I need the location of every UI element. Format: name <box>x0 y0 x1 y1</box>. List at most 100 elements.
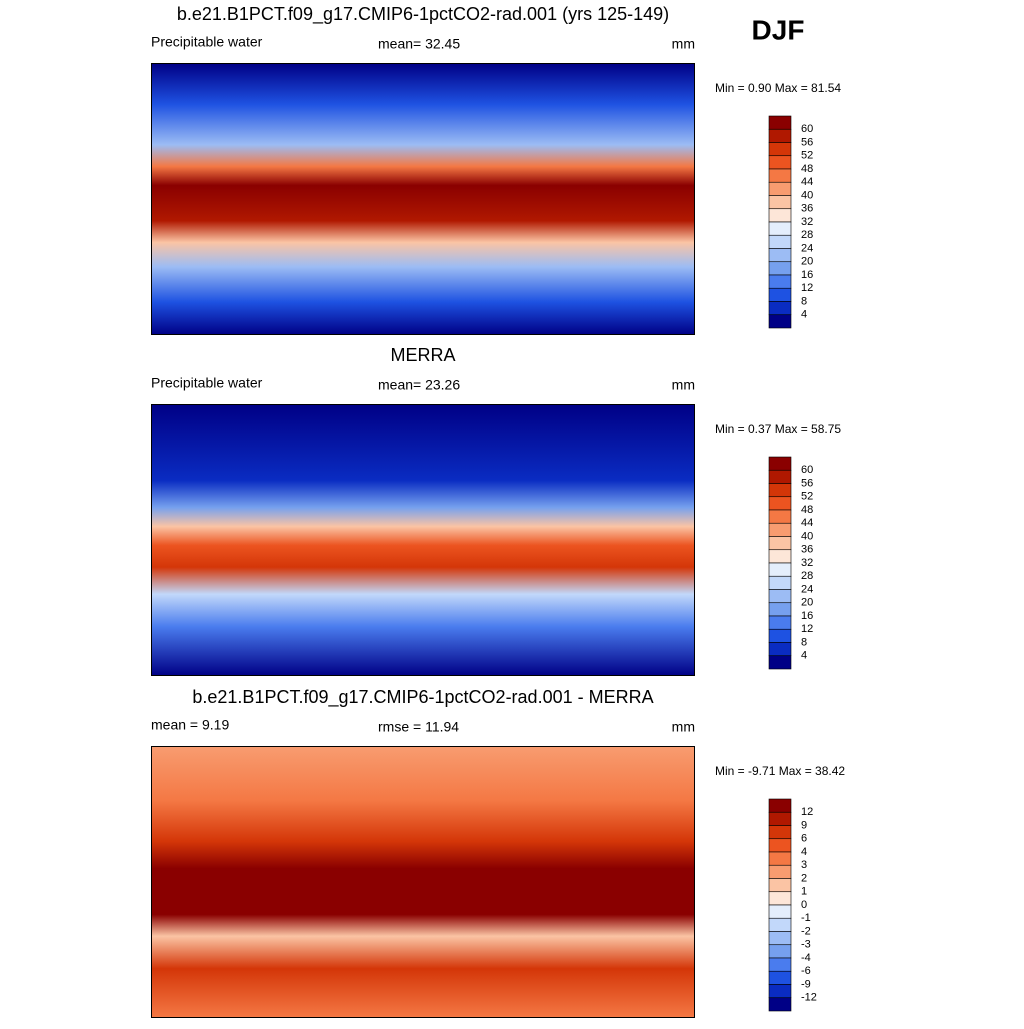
colorbar-box <box>768 811 792 826</box>
colorbar-box <box>768 615 792 630</box>
panel-title: MERRA <box>390 345 455 365</box>
min-max: Min = 0.37 Max = 58.75 <box>715 422 841 436</box>
colorbar-label: 36 <box>801 544 813 556</box>
colorbar-box <box>768 181 792 196</box>
colorbar-label: -4 <box>801 952 811 964</box>
colorbar-box <box>768 970 792 985</box>
colorbar-label: 4 <box>801 309 807 321</box>
colorbar-label: 52 <box>801 150 813 162</box>
colorbar-label: 60 <box>801 464 813 476</box>
colorbar-box <box>768 891 792 906</box>
colorbar-label: 56 <box>801 477 813 489</box>
colorbar-box <box>768 628 792 643</box>
colorbar-label: 20 <box>801 597 813 609</box>
panel-title: b.e21.B1PCT.f09_g17.CMIP6-1pctCO2-rad.00… <box>177 4 669 25</box>
colorbar-label: 44 <box>801 176 813 188</box>
colorbar-label: 0 <box>801 899 807 911</box>
colorbar-box <box>768 957 792 972</box>
colorbar-box <box>768 208 792 223</box>
colorbar-label: -2 <box>801 925 811 937</box>
colorbar-label: 40 <box>801 189 813 201</box>
colorbar-label: 60 <box>801 123 813 135</box>
colorbar-box <box>768 261 792 276</box>
colorbar-box <box>768 878 792 893</box>
colorbar-box <box>768 997 792 1012</box>
colorbar-box <box>768 864 792 879</box>
left-label: mean = 9.19 <box>151 717 229 733</box>
colorbar-box <box>768 195 792 210</box>
figure-label: DJF <box>752 14 805 45</box>
colorbar-box <box>768 944 792 959</box>
panel-title: b.e21.B1PCT.f09_g17.CMIP6-1pctCO2-rad.00… <box>192 687 653 708</box>
colorbar-label: -9 <box>801 978 811 990</box>
colorbar-label: 12 <box>801 806 813 818</box>
colorbar-box <box>768 314 792 329</box>
colorbar-box <box>768 562 792 577</box>
colorbar-box <box>768 115 792 130</box>
colorbar-label: 4 <box>801 846 807 858</box>
right-label: mm <box>672 36 695 52</box>
colorbar-label: 2 <box>801 872 807 884</box>
colorbar-label: 24 <box>801 242 813 254</box>
colorbar-label: 4 <box>801 650 807 662</box>
colorbar-box <box>768 456 792 471</box>
colorbar-label: 16 <box>801 269 813 281</box>
colorbar-box <box>768 917 792 932</box>
colorbar-label: 12 <box>801 282 813 294</box>
colorbar-label: 40 <box>801 530 813 542</box>
right-label: mm <box>672 377 695 393</box>
right-label: mm <box>672 719 695 735</box>
colorbar-box <box>768 221 792 236</box>
colorbar-label: 28 <box>801 229 813 241</box>
min-max: Min = 0.90 Max = 81.54 <box>715 81 841 95</box>
colorbar-label: 32 <box>801 557 813 569</box>
colorbar-box <box>768 589 792 604</box>
colorbar-label: 1 <box>801 886 807 898</box>
colorbar-box <box>768 984 792 999</box>
colorbar-box <box>768 287 792 302</box>
colorbar-label: -12 <box>801 992 817 1004</box>
colorbar-label: 24 <box>801 583 813 595</box>
colorbar-box <box>768 931 792 946</box>
colorbar-box <box>768 274 792 289</box>
colorbar-label: 12 <box>801 623 813 635</box>
colorbar-label: -3 <box>801 939 811 951</box>
colorbar-label: 48 <box>801 163 813 175</box>
colorbar-label: -1 <box>801 912 811 924</box>
colorbar-box <box>768 168 792 183</box>
colorbar-box <box>768 469 792 484</box>
colorbar-label: 36 <box>801 203 813 215</box>
left-label: Precipitable water <box>151 34 263 50</box>
map <box>151 63 695 335</box>
colorbar-box <box>768 509 792 524</box>
colorbar-box <box>768 496 792 511</box>
colorbar-box <box>768 248 792 263</box>
colorbar-box <box>768 234 792 249</box>
colorbar-box <box>768 522 792 537</box>
colorbar-box <box>768 904 792 919</box>
min-max: Min = -9.71 Max = 38.42 <box>715 764 845 778</box>
colorbar-label: 16 <box>801 610 813 622</box>
colorbar-label: 3 <box>801 859 807 871</box>
map <box>151 404 695 676</box>
colorbar-box <box>768 838 792 853</box>
colorbar-label: 32 <box>801 216 813 228</box>
colorbar-label: 9 <box>801 819 807 831</box>
colorbar-label: 44 <box>801 517 813 529</box>
colorbar-box <box>768 825 792 840</box>
colorbar-label: 6 <box>801 833 807 845</box>
colorbar-label: -6 <box>801 965 811 977</box>
colorbar-box <box>768 798 792 813</box>
colorbar-box <box>768 536 792 551</box>
colorbar-box <box>768 483 792 498</box>
center-label: mean= 23.26 <box>378 377 460 393</box>
colorbar-box <box>768 642 792 657</box>
colorbar-box <box>768 655 792 670</box>
colorbar-label: 8 <box>801 295 807 307</box>
colorbar-box <box>768 301 792 316</box>
colorbar-box <box>768 549 792 564</box>
colorbar-label: 28 <box>801 570 813 582</box>
colorbar-box <box>768 155 792 170</box>
center-label: rmse = 11.94 <box>378 719 459 735</box>
